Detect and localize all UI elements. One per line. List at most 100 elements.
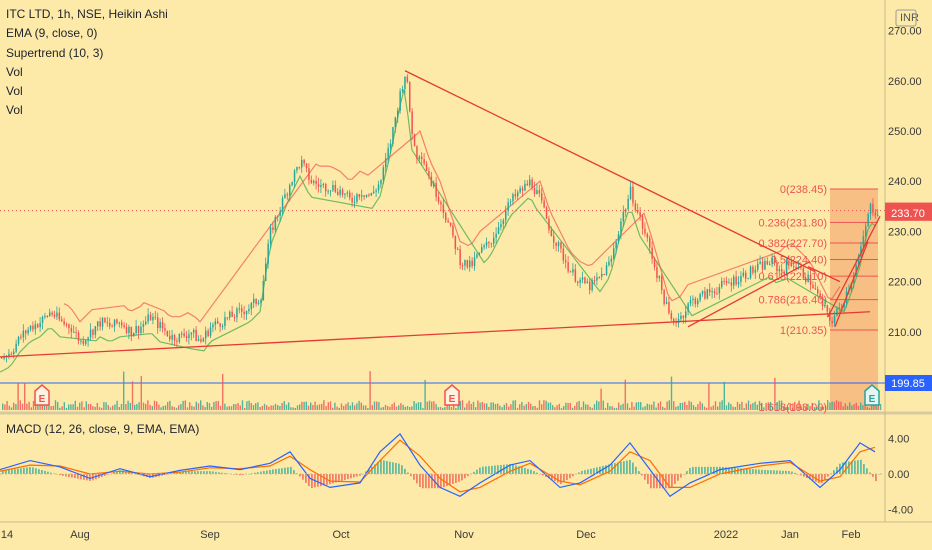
trendline[interactable] [0,311,871,358]
volume-bar [600,388,602,410]
macd-histogram-bar [653,474,655,489]
earnings-marker[interactable]: E [864,384,880,406]
volume-bar [585,404,587,410]
volume-bar [74,400,76,410]
price-badge[interactable]: 199.85 [885,375,932,391]
price-badge[interactable]: 233.70 [885,204,932,221]
volume-bar [516,407,519,410]
volume-bar [477,400,479,410]
candle-body [253,298,255,304]
trendline[interactable] [827,216,881,318]
trendline[interactable] [834,241,869,328]
macd-histogram-bar [458,474,460,482]
macd-histogram-bar [578,472,580,474]
macd-histogram-bar [410,474,412,477]
candle-body [303,159,305,164]
macd-histogram-bar [791,471,793,474]
trendline[interactable] [687,260,811,328]
macd-histogram-bar [680,474,682,478]
candle-body [351,197,353,203]
price-badge-box [885,375,932,391]
volume-bar [800,406,802,410]
candle-body [334,185,337,192]
earnings-marker[interactable]: E [34,384,50,406]
candle-body [817,288,819,294]
legend-vol-1[interactable]: Vol [6,64,23,79]
candle-body [123,325,125,328]
candle-body [761,261,764,270]
volume-bar [149,404,151,410]
candle-body [867,214,869,227]
macd-histogram-bar [782,470,784,474]
fib-level-label: 0(238.45) [780,184,827,196]
legend-ema[interactable]: EMA (9, close, 0) [6,26,98,41]
fib-level-label: 0.786(216.40) [759,295,828,307]
candle-body [373,191,375,194]
macd-line[interactable] [0,432,876,498]
macd-histogram-bar [128,472,130,474]
macd-legend[interactable]: MACD (12, 26, close, 9, EMA, EMA) [6,422,200,436]
volume-bar [35,403,37,410]
macd-histogram-bar [713,466,715,474]
candle-body [488,242,490,244]
legend-vol-3[interactable]: Vol [6,103,23,118]
volume-bar [156,401,158,410]
candle-body [435,182,437,197]
volume-bar [428,400,431,410]
macd-histogram-bar [269,469,271,474]
macd-histogram-bar [284,467,286,474]
candle-body [332,185,334,191]
legend-title[interactable]: ITC LTD, 1h, NSE, Heikin Ashi [6,7,168,21]
legend-supertrend[interactable]: Supertrend (10, 3) [6,45,104,60]
macd-histogram-bar [425,474,427,489]
macd-signal-line[interactable] [0,439,876,493]
currency-label[interactable]: INR [900,12,919,24]
macd-histogram-bar [794,472,796,474]
legend-vol-2[interactable]: Vol [6,84,23,99]
macd-histogram-bar [446,474,448,487]
volume-bar [48,404,50,410]
volume-bar [303,401,305,410]
candle-body [392,127,394,144]
volume-bar [444,407,446,410]
macd-histogram-bar [854,460,856,474]
macd-histogram-bar [83,474,85,480]
macd-histogram-bar [311,474,313,489]
trendline[interactable] [404,70,816,273]
trendline[interactable] [807,265,841,283]
macd-histogram-bar [707,466,709,474]
macd-histogram-bar [53,473,55,474]
macd-histogram-bar [467,474,469,477]
currency-box[interactable] [895,9,917,27]
volume-bar [629,407,631,410]
volume-bar [345,404,347,410]
volume-bar [534,405,536,410]
supertrend-down-line[interactable] [63,129,841,323]
volume-bar [195,401,197,410]
volume-bar [780,400,783,410]
candle-body [231,311,233,317]
earnings-marker[interactable]: E [444,384,460,406]
earnings-marker-shape [864,384,880,406]
volume-bar [68,404,70,410]
macd-histogram-bar [569,474,571,479]
macd-histogram-bar [683,474,685,475]
candle-body [831,320,833,324]
volume-bar [376,401,378,410]
main-pane[interactable] [0,0,885,410]
volume-bar [81,401,83,410]
volume-bar [61,406,63,410]
volume-bar [65,407,68,410]
macd-histogram-bar [497,465,499,474]
volume-bar [761,402,763,410]
volume-bar [10,407,13,410]
volume-bar [270,405,272,410]
volume-bar [310,402,312,410]
volume-bar [398,405,400,410]
macd-histogram-bar [293,470,295,474]
macd-histogram-bar [404,468,406,474]
volume-bar [395,406,398,410]
volume-bar [538,400,541,410]
supertrend-up-line[interactable] [0,89,877,373]
